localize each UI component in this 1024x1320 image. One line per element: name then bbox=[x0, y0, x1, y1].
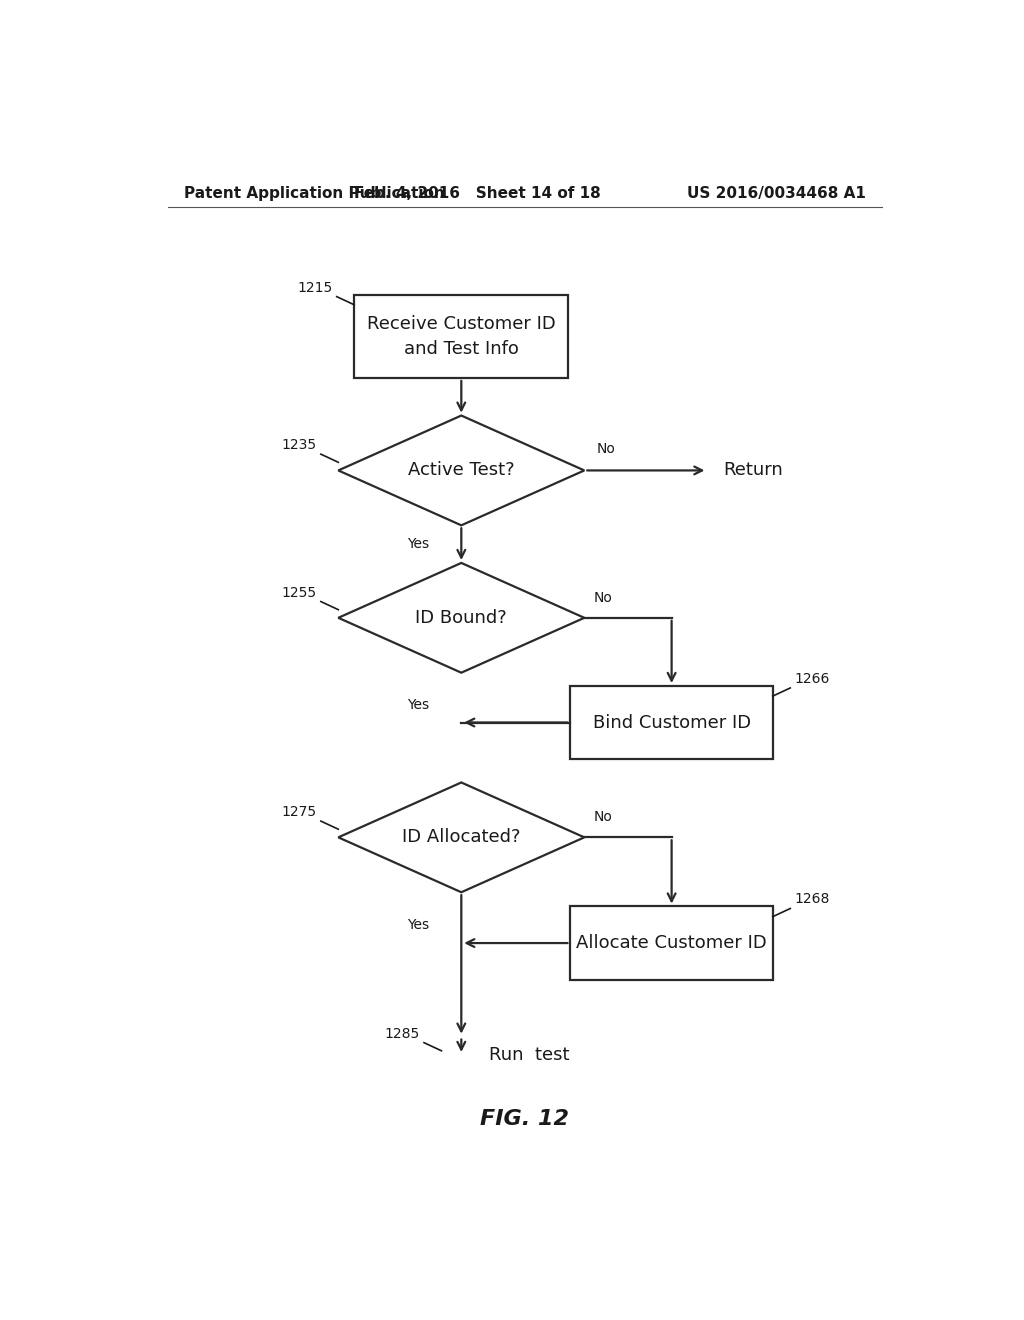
Text: Bind Customer ID: Bind Customer ID bbox=[593, 714, 751, 731]
Polygon shape bbox=[338, 416, 585, 525]
Text: Allocate Customer ID: Allocate Customer ID bbox=[577, 935, 767, 952]
Text: Active Test?: Active Test? bbox=[408, 462, 515, 479]
Text: Run  test: Run test bbox=[489, 1045, 569, 1064]
FancyBboxPatch shape bbox=[570, 686, 773, 759]
Text: Yes: Yes bbox=[407, 698, 429, 711]
Text: 1215: 1215 bbox=[298, 281, 333, 294]
Text: Receive Customer ID
and Test Info: Receive Customer ID and Test Info bbox=[367, 314, 556, 358]
Text: No: No bbox=[594, 590, 612, 605]
Text: ID Allocated?: ID Allocated? bbox=[402, 829, 520, 846]
Polygon shape bbox=[338, 783, 585, 892]
Text: Yes: Yes bbox=[407, 537, 429, 552]
Text: ID Bound?: ID Bound? bbox=[416, 609, 507, 627]
Text: 1275: 1275 bbox=[282, 805, 316, 818]
Text: Yes: Yes bbox=[407, 917, 429, 932]
Text: 1268: 1268 bbox=[795, 892, 829, 907]
Text: 1255: 1255 bbox=[282, 586, 316, 599]
FancyBboxPatch shape bbox=[570, 907, 773, 979]
Text: No: No bbox=[596, 442, 615, 457]
Text: 1285: 1285 bbox=[385, 1027, 420, 1040]
Polygon shape bbox=[338, 562, 585, 673]
Text: US 2016/0034468 A1: US 2016/0034468 A1 bbox=[687, 186, 866, 202]
FancyBboxPatch shape bbox=[354, 294, 568, 378]
Text: FIG. 12: FIG. 12 bbox=[480, 1109, 569, 1129]
Text: Return: Return bbox=[723, 462, 783, 479]
Text: 1235: 1235 bbox=[282, 438, 316, 453]
Text: No: No bbox=[594, 810, 612, 824]
Text: Patent Application Publication: Patent Application Publication bbox=[183, 186, 444, 202]
Text: Feb. 4, 2016   Sheet 14 of 18: Feb. 4, 2016 Sheet 14 of 18 bbox=[354, 186, 600, 202]
Text: 1266: 1266 bbox=[795, 672, 829, 686]
